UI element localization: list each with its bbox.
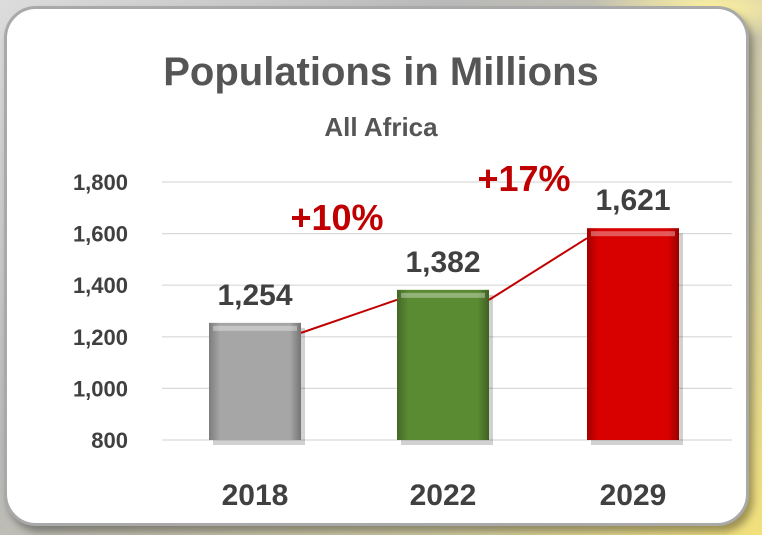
bar-bevel <box>587 228 679 440</box>
chart-title: Populations in Millions <box>163 50 599 94</box>
growth-connector <box>300 298 398 334</box>
growth-label: +17% <box>477 158 570 199</box>
value-label: 1,621 <box>595 184 670 217</box>
y-tick-label: 1,600 <box>73 222 128 247</box>
bar-bevel <box>209 322 301 440</box>
value-label: 1,382 <box>405 246 480 279</box>
growth-label: +10% <box>290 197 383 238</box>
y-tick-label: 800 <box>91 428 128 453</box>
bar-highlight <box>213 325 297 331</box>
y-tick-label: 1,800 <box>73 170 128 195</box>
category-label: 2029 <box>600 479 667 512</box>
bar-bevel <box>397 289 489 440</box>
y-tick-label: 1,000 <box>73 376 128 401</box>
value-label: 1,254 <box>217 279 292 312</box>
growth-connector <box>488 237 588 301</box>
bar-highlight <box>401 292 485 298</box>
chart-subtitle: All Africa <box>324 112 438 142</box>
y-tick-label: 1,200 <box>73 325 128 350</box>
y-tick-label: 1,400 <box>73 273 128 298</box>
category-label: 2022 <box>410 479 477 512</box>
bar-highlight <box>591 231 675 237</box>
category-label: 2018 <box>222 479 289 512</box>
